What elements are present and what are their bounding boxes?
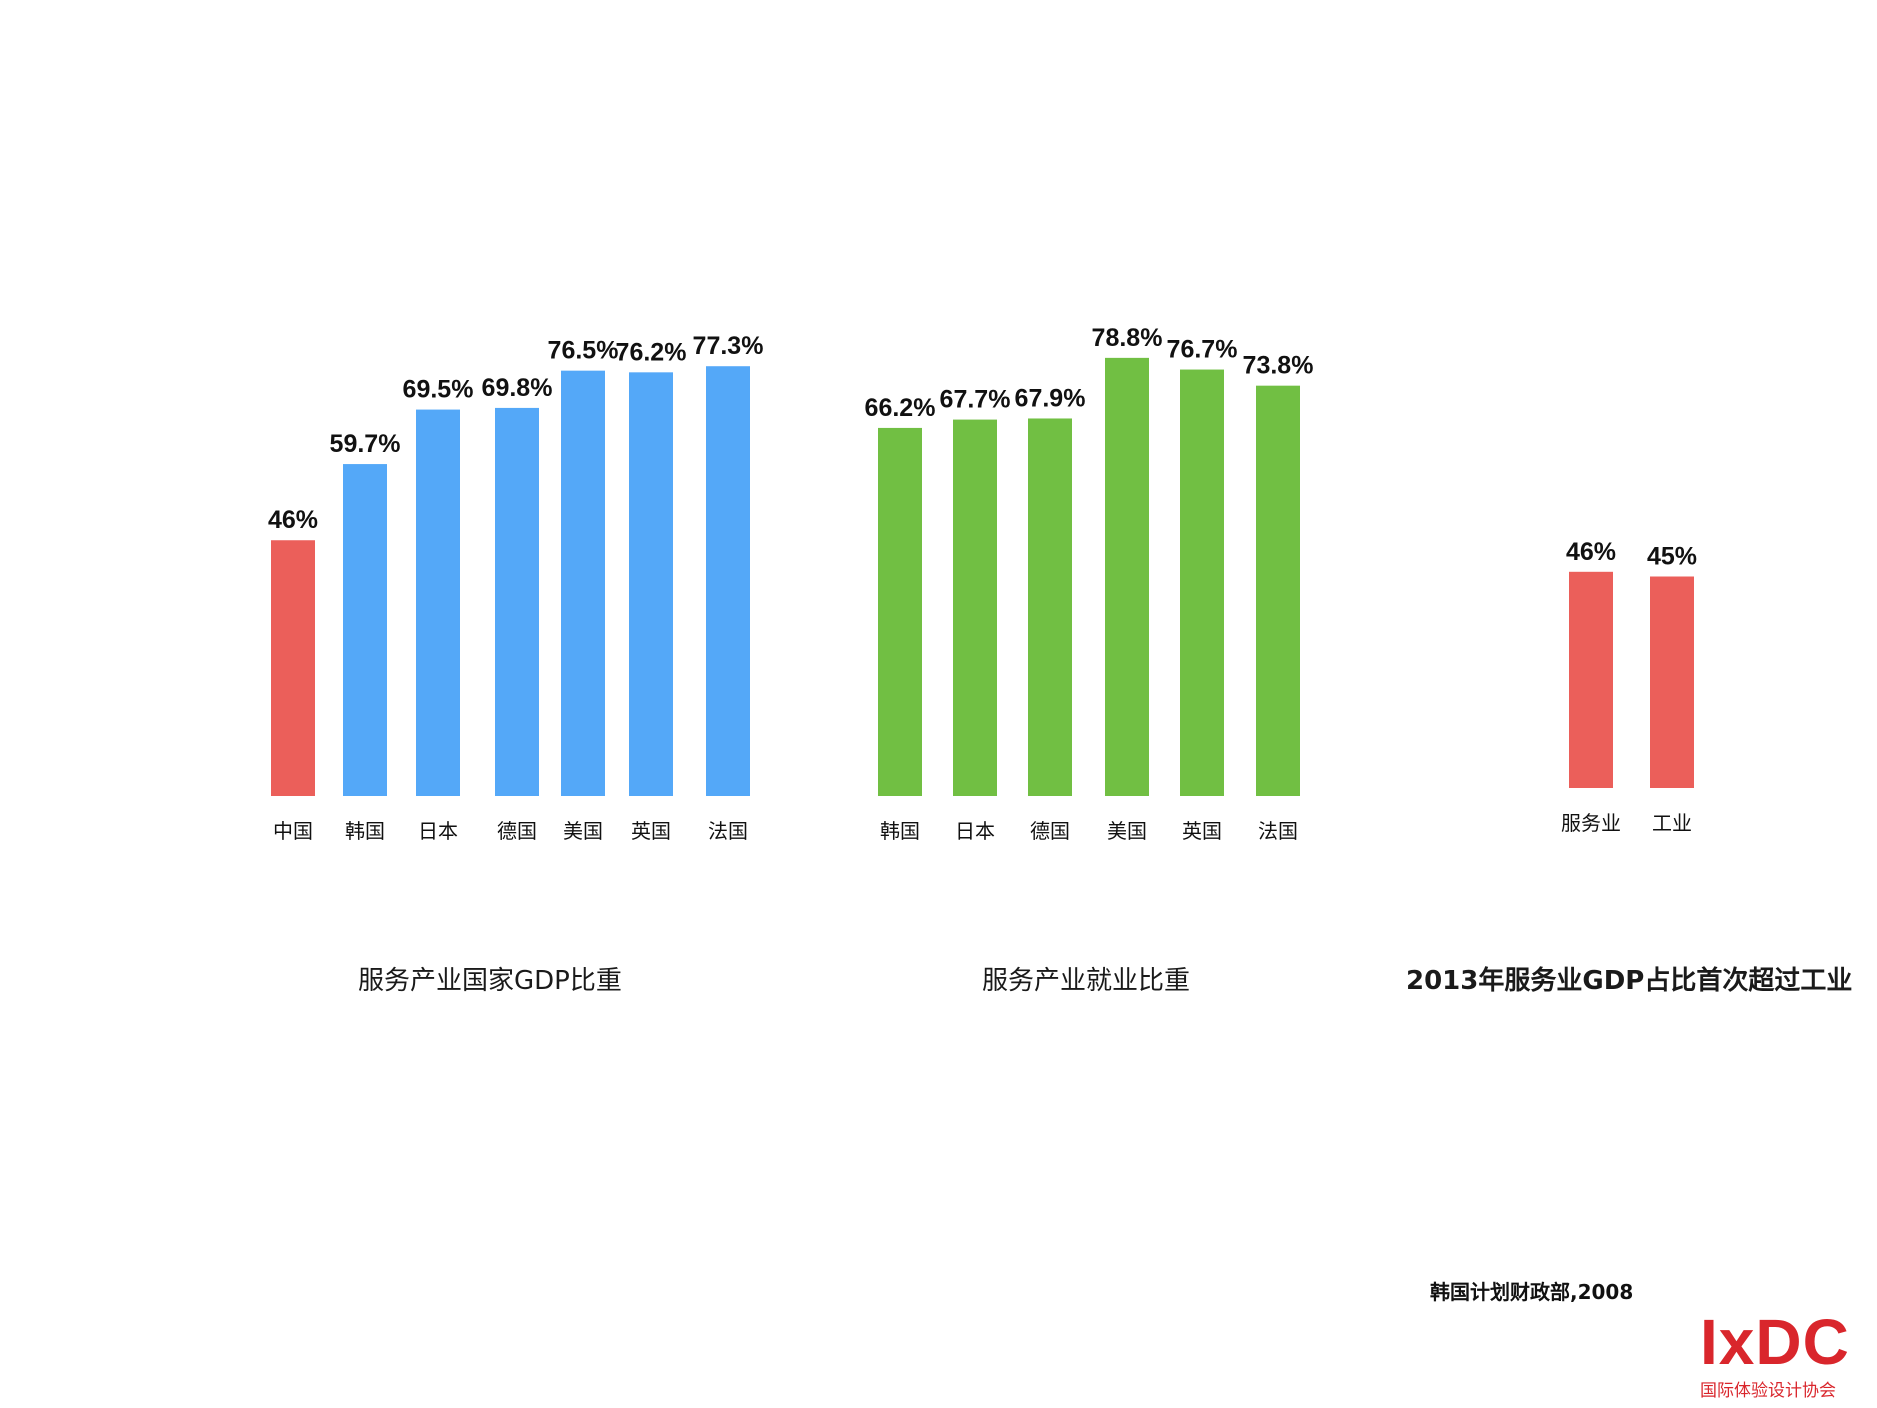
category-label-0-0: 中国: [273, 819, 313, 843]
bar-chart-2: 46% 服务业 45% 工业: [1561, 538, 1697, 835]
bar-1-1: [953, 419, 997, 796]
bar-0-1: [343, 464, 387, 796]
category-label-0-2: 日本: [418, 819, 458, 843]
ixdc-logo: IxDC 国际体验设计协会: [1700, 1306, 1860, 1401]
source-note: 韩国计划财政部,2008: [1430, 1280, 1634, 1304]
bar-0-0: [271, 540, 315, 796]
bar-0-4: [561, 370, 605, 796]
bar-1-4: [1180, 369, 1224, 796]
category-label-1-3: 美国: [1107, 819, 1147, 843]
logo-wordmark: IxDC: [1700, 1306, 1850, 1378]
value-label-1-3: 78.8%: [1092, 324, 1163, 352]
chart-title-employment: 服务产业就业比重: [982, 966, 1191, 996]
chart-title-gdp: 服务产业国家GDP比重: [358, 966, 622, 996]
bar-0-3: [495, 407, 539, 796]
bar-chart-0: 46% 中国 59.7% 韩国 69.5% 日本 69.8% 德国 76.5% 美国 76.2% 英国…: [268, 332, 763, 843]
value-label-1-1: 67.7%: [940, 386, 1011, 414]
value-label-0-6: 77.3%: [693, 332, 764, 360]
category-label-1-2: 德国: [1030, 819, 1070, 843]
bar-chart-1: 66.2% 韩国 67.7% 日本 67.9% 德国 78.8% 美国 76.7% 英国 73.8%…: [865, 324, 1314, 843]
value-label-0-0: 46%: [268, 506, 318, 534]
category-label-2-0: 服务业: [1561, 811, 1621, 835]
bar-1-3: [1105, 357, 1149, 796]
category-label-0-4: 美国: [563, 819, 603, 843]
value-label-0-5: 76.2%: [616, 338, 687, 366]
bar-2-1: [1650, 576, 1694, 788]
value-label-1-5: 73.8%: [1243, 352, 1314, 380]
chart-title-korea: 2013年服务业GDP占比首次超过工业: [1406, 966, 1853, 996]
value-label-0-3: 69.8%: [482, 374, 553, 402]
bar-1-0: [878, 427, 922, 796]
category-label-1-5: 法国: [1258, 819, 1298, 843]
category-label-0-3: 德国: [497, 819, 537, 843]
category-label-0-1: 韩国: [345, 819, 385, 843]
category-label-2-1: 工业: [1652, 811, 1692, 835]
value-label-1-4: 76.7%: [1167, 336, 1238, 364]
bar-0-2: [416, 409, 460, 796]
category-label-0-5: 英国: [631, 819, 671, 843]
category-label-1-0: 韩国: [880, 819, 920, 843]
bar-2-0: [1569, 571, 1613, 788]
value-label-0-1: 59.7%: [330, 430, 401, 458]
bar-0-5: [629, 372, 673, 796]
bar-1-2: [1028, 418, 1072, 796]
category-label-1-4: 英国: [1182, 819, 1222, 843]
bar-0-6: [706, 366, 750, 796]
value-label-1-2: 67.9%: [1015, 384, 1086, 412]
value-label-2-0: 46%: [1566, 538, 1616, 566]
value-label-0-4: 76.5%: [548, 337, 619, 365]
value-label-2-1: 45%: [1647, 543, 1697, 571]
category-label-1-1: 日本: [955, 819, 995, 843]
logo-subtitle: 国际体验设计协会: [1700, 1381, 1836, 1401]
category-label-0-6: 法国: [708, 819, 748, 843]
bar-1-5: [1256, 385, 1300, 796]
value-label-1-0: 66.2%: [865, 394, 936, 422]
value-label-0-2: 69.5%: [403, 376, 474, 404]
